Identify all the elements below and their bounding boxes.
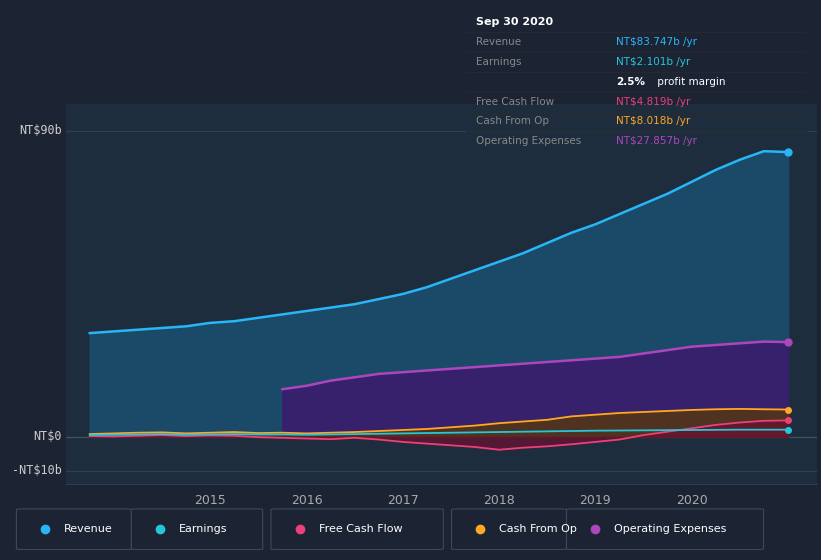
Text: Revenue: Revenue	[475, 37, 521, 47]
Text: NT$4.819b /yr: NT$4.819b /yr	[616, 97, 690, 106]
Text: Free Cash Flow: Free Cash Flow	[475, 97, 554, 106]
FancyBboxPatch shape	[131, 509, 263, 549]
FancyBboxPatch shape	[452, 509, 566, 549]
Text: NT$2.101b /yr: NT$2.101b /yr	[616, 57, 690, 67]
Text: Operating Expenses: Operating Expenses	[475, 136, 581, 146]
FancyBboxPatch shape	[566, 509, 764, 549]
Text: Earnings: Earnings	[475, 57, 521, 67]
Text: NT$27.857b /yr: NT$27.857b /yr	[616, 136, 697, 146]
Text: NT$83.747b /yr: NT$83.747b /yr	[616, 37, 697, 47]
Text: NT$0: NT$0	[34, 430, 62, 444]
Text: Cash From Op: Cash From Op	[475, 116, 548, 127]
Text: Free Cash Flow: Free Cash Flow	[319, 524, 402, 534]
Text: Operating Expenses: Operating Expenses	[614, 524, 727, 534]
Text: Sep 30 2020: Sep 30 2020	[475, 17, 553, 27]
FancyBboxPatch shape	[16, 509, 131, 549]
FancyBboxPatch shape	[271, 509, 443, 549]
Text: 2.5%: 2.5%	[616, 77, 644, 87]
Text: Cash From Op: Cash From Op	[499, 524, 577, 534]
Text: Revenue: Revenue	[64, 524, 112, 534]
Text: NT$90b: NT$90b	[19, 124, 62, 137]
Text: profit margin: profit margin	[654, 77, 726, 87]
Text: -NT$10b: -NT$10b	[12, 464, 62, 477]
Text: Earnings: Earnings	[179, 524, 227, 534]
Text: NT$8.018b /yr: NT$8.018b /yr	[616, 116, 690, 127]
